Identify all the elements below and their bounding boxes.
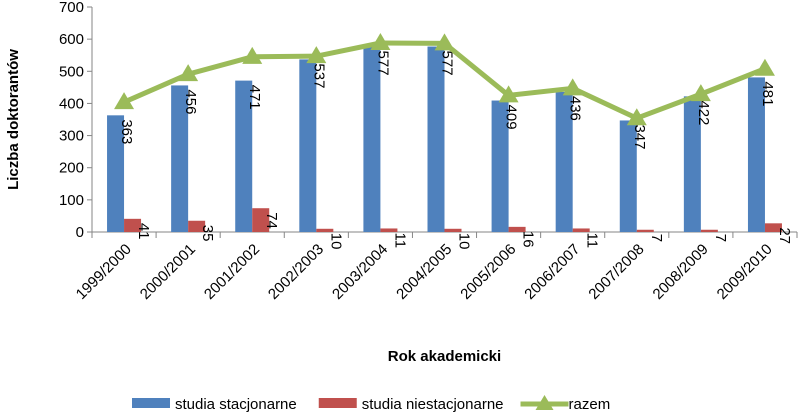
x-tick-label: 2009/2010 xyxy=(714,241,776,303)
data-label: 481 xyxy=(759,81,776,106)
x-tick-label: 2002/2003 xyxy=(265,241,327,303)
x-tick-label: 2006/2007 xyxy=(521,241,583,303)
bar xyxy=(619,120,637,232)
bar xyxy=(107,115,125,232)
legend-label: studia stacjonarne xyxy=(175,396,297,412)
line-marker xyxy=(690,84,711,102)
bar xyxy=(636,229,654,232)
data-label: 16 xyxy=(520,231,537,248)
line-marker xyxy=(434,33,455,51)
y-tick-label: 700 xyxy=(59,0,84,16)
line-marker xyxy=(754,58,775,76)
legend-swatch xyxy=(318,398,357,408)
bar xyxy=(235,80,253,232)
x-tick-label: 1999/2000 xyxy=(73,241,135,303)
bar xyxy=(700,229,718,232)
x-tick-label: 2003/2004 xyxy=(329,241,391,303)
data-label: 41 xyxy=(135,223,152,240)
data-label: 7 xyxy=(648,234,665,242)
bar xyxy=(171,85,189,232)
line-marker xyxy=(178,64,199,82)
y-tick-label: 600 xyxy=(59,31,84,48)
bar xyxy=(363,46,381,233)
bar xyxy=(555,91,573,232)
bar xyxy=(427,46,445,233)
bar xyxy=(252,208,270,232)
line-marker xyxy=(306,46,327,64)
bar xyxy=(316,228,334,232)
y-tick-label: 400 xyxy=(59,95,84,112)
data-label: 11 xyxy=(584,232,601,248)
data-label: 456 xyxy=(182,89,199,114)
legend-label: razem xyxy=(569,396,611,412)
bar xyxy=(491,100,509,233)
x-tick-label: 2005/2006 xyxy=(457,241,519,303)
data-label: 436 xyxy=(567,96,584,121)
data-label: 577 xyxy=(374,51,391,76)
data-label: 7 xyxy=(712,234,729,242)
data-label: 409 xyxy=(503,105,520,130)
x-tick-label: 2001/2002 xyxy=(201,241,263,303)
data-label: 35 xyxy=(199,225,216,242)
x-axis-title: Rok akademicki xyxy=(388,348,501,365)
line-marker xyxy=(242,46,263,64)
legend-marker xyxy=(535,395,554,410)
data-label: 537 xyxy=(310,63,327,88)
line-marker xyxy=(498,85,519,103)
y-tick-label: 0 xyxy=(76,224,84,241)
y-tick-label: 100 xyxy=(59,192,84,209)
y-tick-label: 500 xyxy=(59,63,84,80)
data-label: 10 xyxy=(327,233,344,250)
data-label: 363 xyxy=(118,119,135,144)
line-marker xyxy=(562,78,583,96)
line-marker xyxy=(626,108,647,126)
legend-swatch xyxy=(132,398,170,408)
y-axis-title: Liczba doktorantów xyxy=(5,49,22,190)
x-tick-label: 2004/2005 xyxy=(393,241,455,303)
bar xyxy=(380,228,398,232)
data-label: 347 xyxy=(631,124,648,149)
bar xyxy=(299,59,317,233)
data-label: 74 xyxy=(263,212,280,229)
data-label: 27 xyxy=(776,227,793,244)
data-label: 11 xyxy=(391,232,408,248)
x-tick-label: 2007/2008 xyxy=(585,241,647,303)
line-marker xyxy=(370,33,391,50)
bar xyxy=(508,226,526,232)
y-tick-label: 200 xyxy=(59,160,84,177)
bar xyxy=(444,228,462,232)
data-label: 10 xyxy=(456,233,473,250)
data-label: 471 xyxy=(246,85,263,110)
legend-label: studia niestacjonarne xyxy=(362,396,504,412)
bar xyxy=(124,218,142,232)
bar xyxy=(747,77,765,233)
bar xyxy=(764,223,782,232)
data-label: 577 xyxy=(439,51,456,76)
x-tick-label: 2008/2009 xyxy=(650,241,712,303)
y-tick-label: 300 xyxy=(59,128,84,145)
x-tick-label: 2000/2001 xyxy=(137,241,199,303)
bar xyxy=(572,228,590,232)
bar xyxy=(683,96,701,232)
data-label: 422 xyxy=(695,100,712,125)
bar xyxy=(188,220,206,232)
line-marker xyxy=(114,92,135,110)
